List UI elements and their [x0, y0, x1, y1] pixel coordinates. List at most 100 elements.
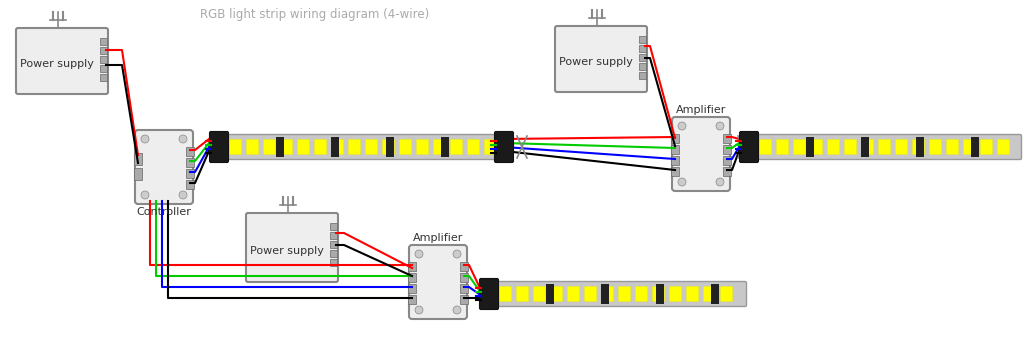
Circle shape: [453, 250, 461, 258]
Bar: [723, 167, 731, 176]
Circle shape: [179, 191, 187, 199]
Circle shape: [141, 135, 150, 143]
FancyBboxPatch shape: [417, 139, 428, 155]
FancyBboxPatch shape: [223, 135, 512, 159]
Bar: [134, 153, 142, 165]
FancyBboxPatch shape: [964, 139, 976, 155]
Circle shape: [453, 306, 461, 314]
Bar: [671, 145, 679, 154]
Circle shape: [678, 122, 686, 130]
Bar: [861, 137, 869, 157]
FancyBboxPatch shape: [366, 139, 378, 155]
Bar: [656, 284, 664, 304]
FancyBboxPatch shape: [500, 286, 512, 302]
FancyBboxPatch shape: [383, 139, 394, 155]
Bar: [711, 284, 719, 304]
FancyBboxPatch shape: [601, 286, 613, 302]
FancyBboxPatch shape: [652, 286, 665, 302]
FancyBboxPatch shape: [618, 286, 631, 302]
FancyBboxPatch shape: [555, 26, 647, 92]
Text: Amplifier: Amplifier: [676, 105, 726, 115]
FancyBboxPatch shape: [721, 286, 732, 302]
FancyBboxPatch shape: [703, 286, 716, 302]
FancyBboxPatch shape: [754, 135, 1022, 159]
Circle shape: [678, 178, 686, 186]
FancyBboxPatch shape: [845, 139, 856, 155]
FancyBboxPatch shape: [896, 139, 907, 155]
Text: Power supply: Power supply: [20, 59, 94, 69]
Circle shape: [716, 122, 724, 130]
FancyBboxPatch shape: [210, 131, 228, 163]
FancyBboxPatch shape: [409, 245, 467, 319]
Bar: [546, 284, 554, 304]
FancyBboxPatch shape: [811, 139, 822, 155]
FancyBboxPatch shape: [861, 139, 873, 155]
FancyBboxPatch shape: [229, 139, 242, 155]
Circle shape: [179, 135, 187, 143]
Circle shape: [141, 191, 150, 199]
FancyBboxPatch shape: [516, 286, 528, 302]
FancyBboxPatch shape: [484, 139, 497, 155]
Bar: [408, 273, 416, 282]
Bar: [330, 250, 337, 257]
Bar: [100, 74, 106, 81]
Bar: [386, 137, 394, 157]
Bar: [441, 137, 449, 157]
FancyBboxPatch shape: [468, 139, 479, 155]
FancyBboxPatch shape: [135, 130, 193, 204]
Bar: [671, 167, 679, 176]
Bar: [601, 284, 609, 304]
FancyBboxPatch shape: [686, 286, 698, 302]
Bar: [806, 137, 814, 157]
FancyBboxPatch shape: [981, 139, 992, 155]
Bar: [330, 223, 337, 230]
Bar: [408, 284, 416, 293]
FancyBboxPatch shape: [760, 139, 771, 155]
Bar: [723, 134, 731, 143]
Text: RGB light strip wiring diagram (4-wire): RGB light strip wiring diagram (4-wire): [200, 8, 429, 21]
Bar: [639, 72, 646, 79]
FancyBboxPatch shape: [930, 139, 941, 155]
Bar: [916, 137, 924, 157]
FancyBboxPatch shape: [348, 139, 360, 155]
Circle shape: [716, 178, 724, 186]
Bar: [460, 284, 468, 293]
FancyBboxPatch shape: [281, 139, 293, 155]
Circle shape: [415, 306, 423, 314]
FancyBboxPatch shape: [879, 139, 891, 155]
FancyBboxPatch shape: [16, 28, 108, 94]
FancyBboxPatch shape: [495, 131, 513, 163]
Text: Power supply: Power supply: [250, 245, 324, 256]
FancyBboxPatch shape: [636, 286, 647, 302]
FancyBboxPatch shape: [534, 286, 546, 302]
Bar: [331, 137, 339, 157]
Bar: [186, 158, 194, 167]
FancyBboxPatch shape: [433, 139, 445, 155]
FancyBboxPatch shape: [494, 281, 746, 306]
Bar: [639, 63, 646, 70]
FancyBboxPatch shape: [263, 139, 275, 155]
Bar: [723, 145, 731, 154]
FancyBboxPatch shape: [997, 139, 1010, 155]
FancyBboxPatch shape: [794, 139, 806, 155]
Bar: [330, 259, 337, 266]
Bar: [100, 47, 106, 54]
FancyBboxPatch shape: [399, 139, 412, 155]
Bar: [100, 65, 106, 72]
Bar: [408, 295, 416, 304]
FancyBboxPatch shape: [827, 139, 840, 155]
Bar: [639, 36, 646, 43]
Bar: [639, 45, 646, 52]
Bar: [276, 137, 284, 157]
FancyBboxPatch shape: [314, 139, 327, 155]
Bar: [671, 156, 679, 165]
Bar: [408, 262, 416, 271]
FancyBboxPatch shape: [451, 139, 463, 155]
Bar: [723, 156, 731, 165]
Text: Power supply: Power supply: [559, 57, 633, 67]
FancyBboxPatch shape: [776, 139, 788, 155]
Bar: [100, 38, 106, 45]
Bar: [100, 56, 106, 63]
FancyBboxPatch shape: [912, 139, 925, 155]
Bar: [971, 137, 979, 157]
